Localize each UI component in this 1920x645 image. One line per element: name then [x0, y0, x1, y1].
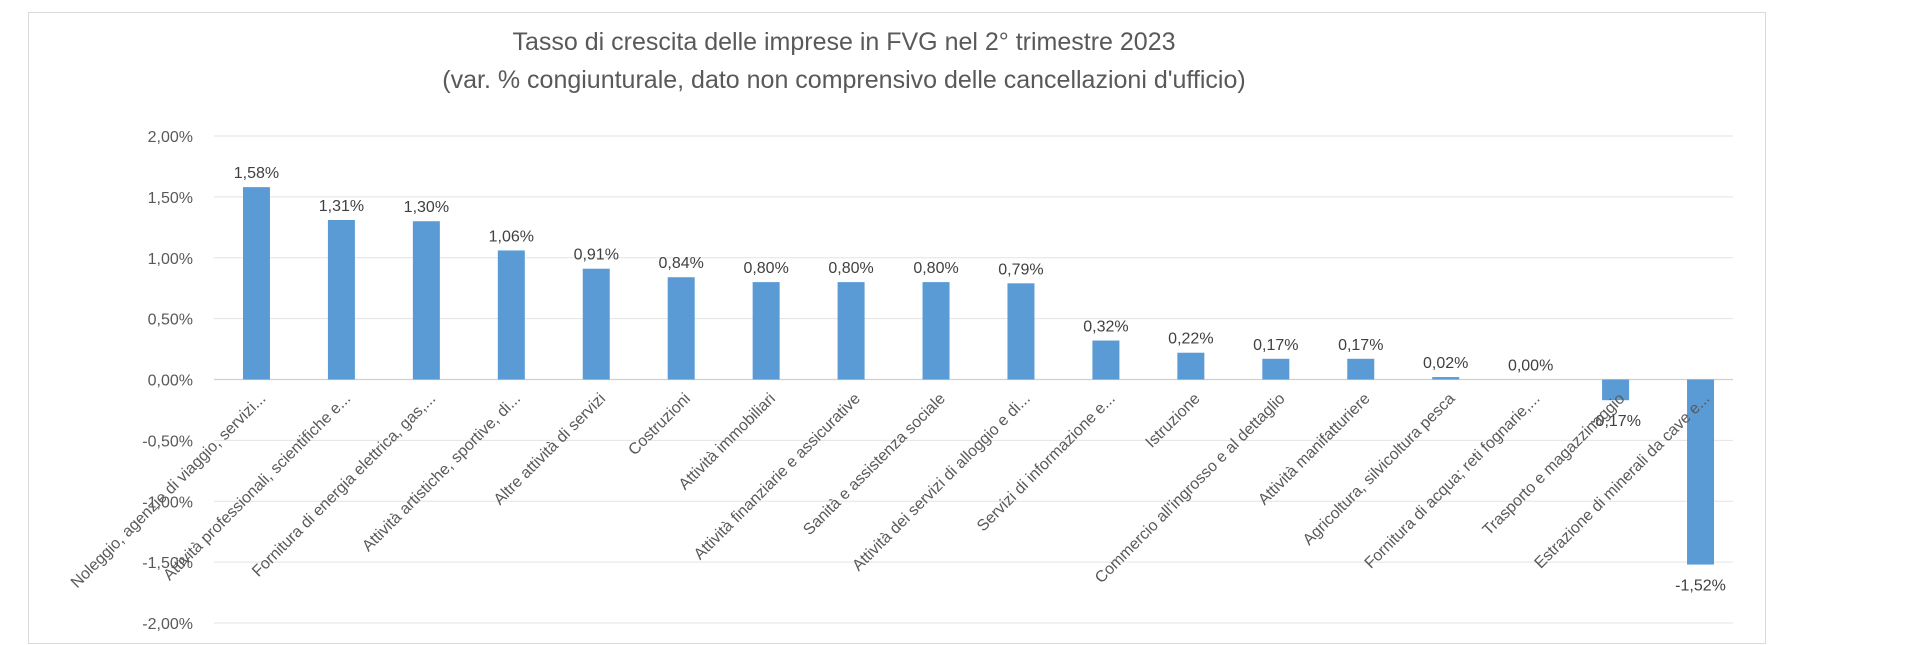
bar [922, 282, 950, 380]
data-label: 0,80% [913, 260, 958, 277]
bar [837, 282, 865, 380]
data-label: 0,00% [1508, 358, 1553, 375]
bar [1007, 283, 1035, 380]
chart-subtitle: (var. % congiunturale, dato non comprens… [442, 66, 1245, 94]
y-tick-label: 0,50% [148, 312, 193, 329]
category-label: Attività dei servizi di alloggio e di... [849, 390, 1033, 574]
bar [1432, 377, 1460, 380]
category-label: Sanità e assistenza sociale [800, 390, 949, 539]
data-label: 0,17% [1253, 337, 1298, 354]
data-label: 0,80% [743, 260, 788, 277]
gridlines [214, 135, 1733, 624]
y-tick-label: 0,00% [148, 373, 193, 390]
bar [327, 220, 355, 380]
bar [242, 187, 270, 380]
data-label: 0,22% [1168, 331, 1213, 348]
y-tick-label: -1,00% [142, 494, 193, 511]
data-label: 0,80% [828, 260, 873, 277]
y-tick-label: 1,50% [148, 190, 193, 207]
bar [497, 250, 525, 380]
category-label: Costruzioni [625, 390, 694, 459]
y-tick-label: 1,00% [148, 251, 193, 268]
category-label: Fornitura di acqua; reti fognarie,... [1362, 390, 1544, 572]
category-label: Commercio all'ingrosso e al dettaglio [1092, 390, 1289, 587]
category-label: Servizi di informazione e... [974, 390, 1119, 535]
bar [1602, 379, 1630, 401]
chart-title: Tasso di crescita delle imprese in FVG n… [512, 28, 1175, 56]
bar [1347, 358, 1375, 380]
data-label: -1,52% [1675, 578, 1726, 595]
y-tick-label: -0,50% [142, 433, 193, 450]
chart-frame: Tasso di crescita delle imprese in FVG n… [28, 12, 1766, 644]
bar [667, 277, 695, 380]
y-tick-label: 2,00% [148, 129, 193, 146]
data-label: 0,79% [998, 261, 1043, 278]
data-label: 0,91% [574, 247, 619, 264]
data-label: 1,58% [234, 165, 279, 182]
bar [1687, 379, 1715, 565]
bar [1262, 358, 1290, 380]
data-label: 0,32% [1083, 319, 1128, 336]
bar [752, 282, 780, 380]
category-label: Attività professionali, scientifiche e..… [160, 390, 354, 584]
bars [242, 187, 1715, 565]
bar [1092, 340, 1120, 380]
y-tick-label: -2,00% [142, 616, 193, 633]
category-label: Attività finanziarie e assicurative [691, 390, 864, 563]
bar [412, 221, 440, 380]
data-label: 1,06% [489, 228, 534, 245]
chart-svg: Tasso di crescita delle imprese in FVG n… [68, 28, 1733, 633]
bar [1177, 352, 1205, 380]
data-label: 1,31% [319, 198, 364, 215]
category-label: Istruzione [1143, 390, 1204, 451]
data-label: 0,84% [659, 255, 704, 272]
category-label: Fornitura di energia elettrica, gas,... [249, 390, 439, 580]
category-label: Trasporto e magazzinaggio [1480, 390, 1629, 539]
bar [582, 268, 610, 380]
data-label: -0,17% [1590, 413, 1641, 430]
y-tick-label: -1,50% [142, 555, 193, 572]
category-labels: Noleggio, agenzie di viaggio, servizi...… [68, 390, 1713, 591]
data-label: 0,17% [1338, 337, 1383, 354]
data-label: 1,30% [404, 199, 449, 216]
category-label: Agricoltura, silvicoltura pesca [1300, 390, 1459, 549]
data-labels: 1,58% 1,31% 1,30% 1,06% 0,91% 0,84% 0,80% 0,80%… [234, 165, 1726, 594]
category-label: Attività artistiche, sportive, di... [359, 390, 524, 555]
y-axis-tick-labels: 2,00% 1,50% 1,00% 0,50% 0,00% -0,50% -1,00% -1,… [142, 129, 193, 633]
data-label: 0,02% [1423, 355, 1468, 372]
